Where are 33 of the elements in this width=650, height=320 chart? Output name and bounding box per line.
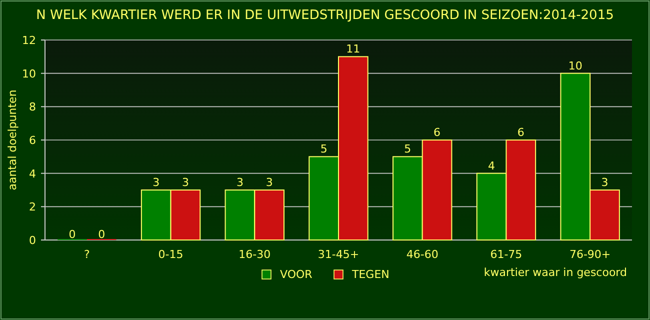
y-tick-label: 8 xyxy=(29,100,36,114)
x-tick-label: ? xyxy=(84,248,90,261)
x-tick-label: 61-75 xyxy=(490,248,522,261)
x-tick-label: 31-45+ xyxy=(318,248,360,261)
legend-label: VOOR xyxy=(280,268,313,281)
data-label: 0 xyxy=(68,228,76,241)
data-label: 0 xyxy=(98,228,106,241)
y-tick-label: 2 xyxy=(29,200,36,214)
y-axis-title: aantal doelpunten xyxy=(6,90,19,190)
x-tick-label: 46-60 xyxy=(406,248,438,261)
x-tick-label: 0-15 xyxy=(158,248,184,261)
data-label: 3 xyxy=(236,176,244,189)
x-tick-label: 76-90+ xyxy=(569,248,611,261)
data-label: 11 xyxy=(346,42,360,56)
y-tick-label: 0 xyxy=(29,234,36,247)
x-axis-title: kwartier waar in gescoord xyxy=(484,266,627,279)
data-label: 6 xyxy=(517,126,524,139)
legend-label: TEGEN xyxy=(351,268,390,281)
y-tick-label: 4 xyxy=(29,167,36,180)
data-label: 3 xyxy=(266,176,273,189)
y-tick-label: 10 xyxy=(22,67,36,80)
data-label: 3 xyxy=(601,176,608,189)
y-tick-label: 12 xyxy=(22,34,36,47)
data-label: 3 xyxy=(152,176,160,189)
chart-title: N WELK KWARTIER WERD ER IN DE UITWEDSTRIJDEN GESCOORD IN SEIZOEN:2014-2015 xyxy=(36,8,614,23)
y-tick-label: 6 xyxy=(29,134,36,147)
data-label: 6 xyxy=(434,126,441,139)
x-tick-label: 16-30 xyxy=(238,248,271,261)
data-label: 10 xyxy=(568,59,582,72)
data-label: 5 xyxy=(404,142,412,156)
data-label: 4 xyxy=(488,159,496,172)
data-label: 3 xyxy=(182,176,189,189)
data-label: 5 xyxy=(320,142,328,156)
